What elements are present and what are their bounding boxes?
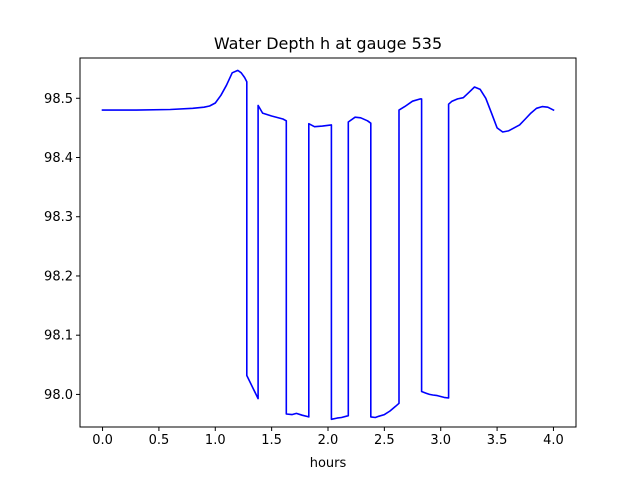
x-tick-label: 1.0	[205, 433, 226, 448]
plot-layer	[101, 69, 555, 421]
x-tick-label: 3.5	[487, 433, 508, 448]
tick-layer: 0.0 0.5 1.0 1.5 2.0 2.5 3.0 3.5 4.0 98.0 98.1 98.2 9…	[44, 92, 564, 448]
y-tick-label: 98.5	[44, 92, 73, 107]
x-axis-label: hours	[310, 456, 347, 471]
series-line-0	[101, 69, 555, 421]
x-tick-label: 4.0	[543, 433, 564, 448]
plot-frame	[79, 57, 577, 428]
x-tick-label: 3.0	[430, 433, 451, 448]
y-tick-label: 98.3	[44, 210, 73, 225]
x-tick-label: 1.5	[261, 433, 282, 448]
y-tick-label: 98.4	[44, 151, 73, 166]
x-tick-label: 0.5	[149, 433, 170, 448]
y-tick-label: 98.1	[44, 329, 73, 344]
y-tick-label: 98.2	[44, 269, 73, 284]
y-tick-label: 98.0	[44, 388, 73, 403]
x-tick-label: 2.5	[374, 433, 395, 448]
x-tick-label: 0.0	[92, 433, 113, 448]
chart-title: Water Depth h at gauge 535	[214, 34, 442, 53]
x-tick-label: 2.0	[318, 433, 339, 448]
